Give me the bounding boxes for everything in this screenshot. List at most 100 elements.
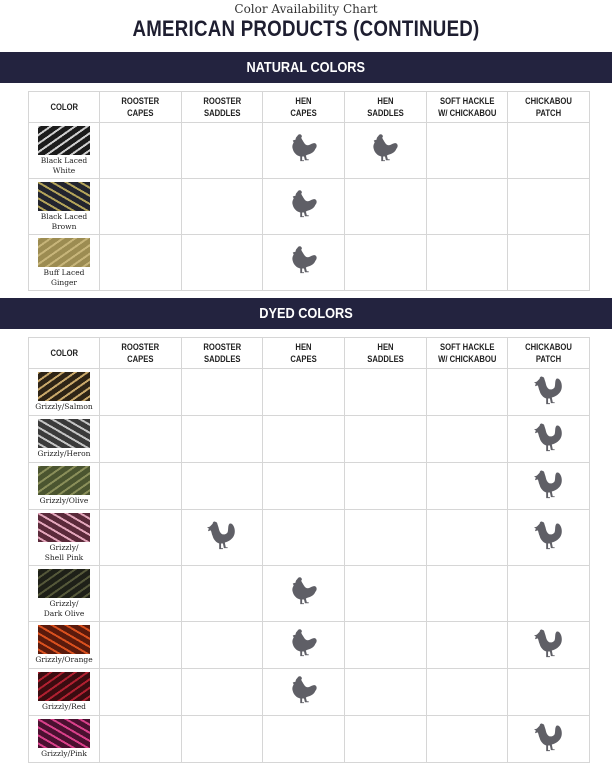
- availability-cell: [507, 368, 590, 416]
- availability-cell: [425, 178, 509, 235]
- column-header-label: HEN SADDLES: [367, 96, 404, 118]
- availability-cell: [262, 122, 345, 179]
- column-header: ROOSTER CAPES: [99, 91, 182, 123]
- table-row: Grizzly/ Dark Olive: [28, 565, 590, 622]
- header-row: COLOR ROOSTER CAPES ROOSTER SADDLES HEN CAP…: [28, 337, 590, 369]
- rooster-icon: [533, 627, 564, 659]
- availability-cell: [99, 565, 182, 622]
- availability-cell: [425, 715, 509, 763]
- availability-cell: [262, 715, 345, 763]
- availability-cell: [180, 462, 264, 510]
- availability-cell: [262, 462, 345, 510]
- color-swatch: [38, 719, 90, 749]
- color-swatch: [38, 238, 90, 267]
- column-header-label: SOFT HACKLE W/ CHICKABOU: [437, 96, 497, 118]
- hen-icon: [289, 575, 319, 607]
- color-cell: Black Laced Brown: [28, 178, 100, 235]
- availability-cell: [99, 415, 182, 463]
- availability-cell: [343, 462, 427, 510]
- availability-cell: [99, 668, 182, 716]
- availability-cell: [99, 621, 182, 669]
- color-cell: Grizzly/Heron: [28, 415, 100, 463]
- table-row: Grizzly/Salmon: [28, 368, 590, 416]
- column-header: COLOR: [28, 91, 100, 123]
- availability-cell: [99, 368, 182, 416]
- table-row: Black Laced White: [28, 122, 590, 179]
- color-cell: Grizzly/Orange: [28, 621, 100, 669]
- column-header: CHICKABOU PATCH: [507, 91, 590, 123]
- availability-cell: [425, 415, 509, 463]
- column-header-label: ROOSTER CAPES: [121, 342, 160, 364]
- availability-cell: [425, 621, 509, 669]
- header-row: COLOR ROOSTER CAPES ROOSTER SADDLES HEN CAP…: [28, 91, 590, 123]
- color-name: Grizzly/Red: [42, 702, 86, 712]
- availability-cell: [99, 509, 182, 566]
- color-swatch: [38, 182, 90, 211]
- availability-cell: [343, 668, 427, 716]
- hen-icon: [289, 188, 319, 220]
- color-cell: Grizzly/Red: [28, 668, 100, 716]
- availability-cell: [180, 178, 264, 235]
- hen-icon: [370, 132, 400, 164]
- availability-cell: [180, 122, 264, 179]
- availability-cell: [507, 462, 590, 510]
- rooster-icon: [533, 374, 564, 406]
- natural-colors-banner: NATURAL COLORS: [0, 52, 612, 83]
- availability-cell: [180, 715, 264, 763]
- column-header: ROOSTER SADDLES: [180, 91, 264, 123]
- availability-cell: [343, 509, 427, 566]
- color-name: Black Laced White: [40, 156, 88, 175]
- rooster-icon: [533, 468, 564, 500]
- availability-cell: [180, 668, 264, 716]
- availability-cell: [262, 509, 345, 566]
- color-name: Buff Laced Ginger: [43, 268, 85, 287]
- rooster-icon: [206, 519, 237, 551]
- availability-cell: [507, 178, 590, 235]
- availability-cell: [99, 234, 182, 291]
- color-swatch: [38, 625, 90, 655]
- column-header-label: SOFT HACKLE W/ CHICKABOU: [437, 342, 497, 364]
- availability-cell: [180, 415, 264, 463]
- color-cell: Black Laced White: [28, 122, 100, 179]
- section-title: DYED COLORS: [259, 305, 353, 322]
- hen-icon: [289, 674, 319, 706]
- availability-cell: [343, 122, 427, 179]
- availability-cell: [99, 122, 182, 179]
- availability-cell: [425, 462, 509, 510]
- availability-cell: [262, 565, 345, 622]
- availability-cell: [262, 234, 345, 291]
- column-header: CHICKABOU PATCH: [507, 337, 590, 369]
- availability-cell: [180, 621, 264, 669]
- rooster-icon: [533, 721, 564, 753]
- section-title: NATURAL COLORS: [246, 59, 366, 76]
- column-header-label: ROOSTER SADDLES: [203, 342, 241, 364]
- color-swatch: [38, 513, 90, 542]
- color-swatch: [38, 126, 90, 155]
- column-header-label: COLOR: [50, 102, 78, 112]
- availability-cell: [507, 668, 590, 716]
- column-header-label: COLOR: [50, 348, 78, 358]
- table-row: Grizzly/Red: [28, 668, 590, 716]
- color-name: Grizzly/Olive: [39, 496, 89, 506]
- availability-cell: [425, 368, 509, 416]
- column-header-label: ROOSTER SADDLES: [203, 96, 241, 118]
- availability-cell: [343, 368, 427, 416]
- column-header: SOFT HACKLE W/ CHICKABOU: [425, 337, 509, 369]
- availability-cell: [507, 509, 590, 566]
- color-swatch: [38, 672, 90, 702]
- color-swatch: [38, 372, 90, 402]
- column-header: SOFT HACKLE W/ CHICKABOU: [425, 91, 509, 123]
- color-cell: Grizzly/Pink: [28, 715, 100, 763]
- availability-cell: [425, 668, 509, 716]
- color-cell: Grizzly/Salmon: [28, 368, 100, 416]
- availability-cell: [180, 234, 264, 291]
- table-row: Buff Laced Ginger: [28, 234, 590, 291]
- availability-cell: [262, 668, 345, 716]
- column-header: HEN CAPES: [262, 91, 345, 123]
- availability-cell: [343, 415, 427, 463]
- column-header-label: HEN CAPES: [290, 96, 317, 118]
- rooster-icon: [533, 421, 564, 453]
- natural-colors-table: COLOR ROOSTER CAPES ROOSTER SADDLES HEN CAP…: [28, 91, 590, 291]
- availability-cell: [262, 621, 345, 669]
- color-cell: Buff Laced Ginger: [28, 234, 100, 291]
